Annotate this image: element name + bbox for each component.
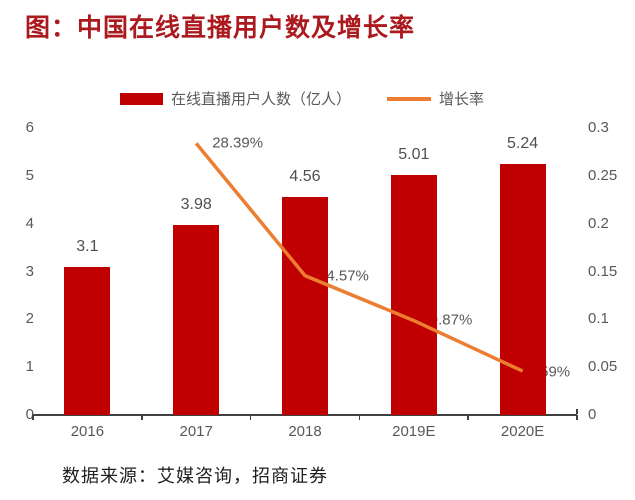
bar-value-label: 4.56: [289, 167, 321, 185]
data-source: 数据来源：艾媒咨询，招商证券: [62, 466, 328, 486]
x-axis-tick: [576, 415, 578, 420]
legend-label-growth: 增长率: [439, 91, 485, 108]
y-axis-left-tick-label: 5: [25, 166, 34, 184]
x-axis-tick-label: 2016: [70, 423, 105, 440]
y-axis-right-tick-label: 0.25: [588, 166, 618, 184]
line-point-label: 28.39%: [212, 134, 264, 152]
y-axis-left-tick-label: 1: [25, 358, 34, 376]
bar-value-label: 3.1: [76, 237, 99, 255]
legend-label-users: 在线直播用户人数（亿人）: [171, 91, 352, 108]
x-axis-tick-label: 2019E: [392, 423, 436, 440]
x-axis-tick: [32, 415, 34, 420]
bar-value-label: 5.01: [398, 146, 430, 164]
legend: 在线直播用户人数（亿人） 增长率: [120, 88, 484, 109]
line-series-swatch-icon: [387, 96, 432, 101]
bar-series-swatch-icon: [120, 92, 163, 105]
y-axis-left-tick-label: 6: [25, 119, 34, 136]
bar-value-label: 3.98: [180, 195, 212, 213]
x-axis-tick: [358, 415, 361, 420]
bar-2017: [173, 224, 220, 415]
x-axis-tick-label: 2020E: [500, 423, 545, 440]
y-axis-right-tick-label: 0.2: [588, 214, 609, 232]
y-axis-left-tick-label: 3: [25, 262, 34, 280]
legend-item-growth: 增长率: [387, 88, 484, 109]
x-axis-tick: [467, 415, 469, 420]
bar-value-label: 5.24: [507, 135, 539, 153]
bar-2019E: [390, 175, 437, 415]
bar-2018: [282, 196, 328, 415]
y-axis-left-tick-label: 4: [25, 214, 34, 232]
bar-2020E: [499, 164, 546, 415]
x-axis-tick-label: 2017: [179, 423, 213, 440]
bar-2016: [64, 266, 111, 415]
y-axis-left-tick-label: 2: [25, 310, 34, 328]
y-axis-right-tick-label: 0.15: [588, 262, 618, 280]
y-axis-right-tick-label: 0.05: [588, 358, 618, 376]
y-axis-right-tick-label: 0.1: [588, 310, 609, 328]
x-axis-tick: [249, 415, 252, 420]
x-axis-line: [33, 414, 577, 416]
y-axis-right-tick-label: 0.3: [588, 119, 609, 136]
chart-title: 图：中国在线直播用户数及增长率: [25, 14, 416, 42]
legend-item-users: 在线直播用户人数（亿人）: [120, 88, 351, 109]
x-axis-tick-label: 2018: [288, 423, 322, 440]
y-axis-left-tick-label: 0: [25, 406, 34, 423]
y-axis-right-tick-label: 0: [588, 406, 597, 423]
right-axis-end-tick: [576, 409, 578, 414]
x-axis-tick: [141, 415, 143, 420]
